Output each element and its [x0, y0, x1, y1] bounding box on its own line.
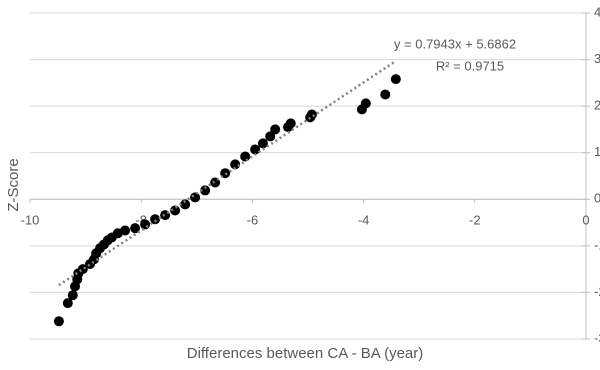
point	[360, 98, 371, 109]
point	[140, 219, 151, 230]
trendline-r2: R² = 0.9715	[436, 58, 504, 73]
point	[285, 118, 296, 129]
y-tick-label: 2	[594, 98, 600, 113]
y-tick-label: 0	[594, 191, 600, 206]
point	[270, 124, 281, 135]
point	[390, 74, 401, 85]
point	[130, 223, 141, 234]
x-tick-label: -10	[21, 213, 40, 228]
y-tick-label: 1	[594, 144, 600, 159]
point	[250, 144, 261, 155]
point	[120, 225, 131, 236]
y-tick-label: 3	[594, 51, 600, 66]
y-tick-label: 4	[594, 4, 600, 19]
point	[62, 298, 73, 309]
point	[190, 192, 201, 203]
x-tick-label: 0	[582, 213, 589, 228]
point	[265, 131, 276, 142]
point	[240, 151, 251, 162]
y-tick-label: -1	[594, 237, 600, 252]
trendline	[58, 59, 397, 287]
point	[67, 290, 78, 301]
x-axis-title: Differences between CA - BA (year)	[187, 345, 424, 362]
x-tick-label: -6	[247, 213, 259, 228]
x-tick-label: -8	[135, 213, 147, 228]
point	[200, 185, 211, 196]
y-tick-label: -3	[594, 330, 600, 345]
point	[160, 210, 171, 221]
point	[150, 214, 161, 225]
x-tick-label: -4	[358, 213, 370, 228]
point	[257, 138, 268, 149]
point	[380, 89, 391, 100]
point	[53, 316, 64, 327]
y-axis-title: Z-Score	[5, 158, 22, 211]
trendline-equation: y = 0.7943x + 5.6862	[394, 36, 516, 51]
point	[230, 159, 241, 170]
point	[180, 199, 191, 210]
point	[170, 205, 181, 216]
y-tick-label: -2	[594, 284, 600, 299]
x-tick-label: -2	[469, 213, 481, 228]
